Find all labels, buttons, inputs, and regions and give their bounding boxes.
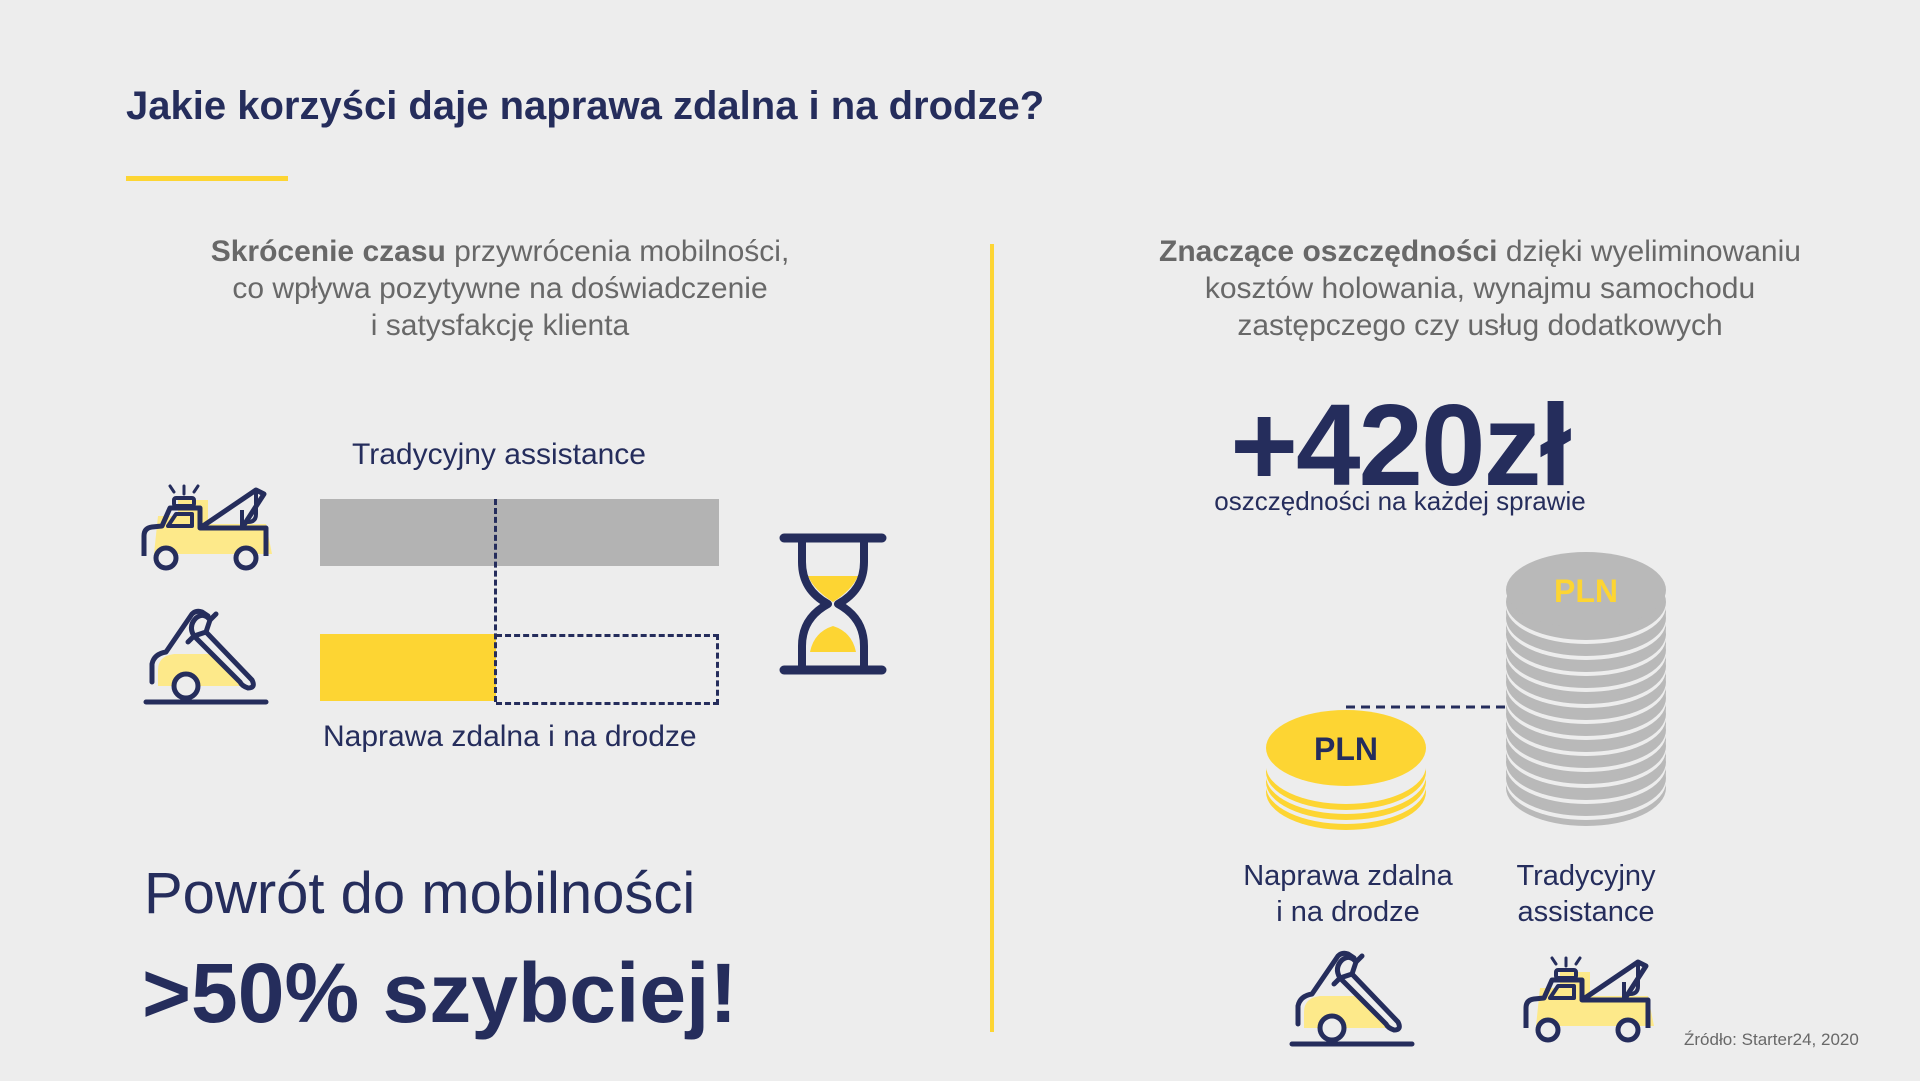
traditional-assistance-label: Tradycyjny assistance [352, 438, 646, 471]
savings-benefit-description: Znaczące oszczędności dzięki wyeliminowa… [1100, 233, 1860, 344]
title-underline [126, 176, 288, 181]
remote-repair-coin-label: Naprawa zdalna i na drodze [1218, 858, 1478, 930]
coin-connector-line [1346, 705, 1506, 709]
traditional-coin-label-line-1: Tradycyjny [1516, 860, 1656, 892]
savings-benefit-bold: Znaczące oszczędności [1159, 235, 1498, 268]
remote-coin-label-line-2: i na drodze [1276, 896, 1420, 928]
source-note: Źródło: Starter24, 2020 [1684, 1030, 1859, 1049]
car-repair-wrench-icon [1289, 950, 1415, 1047]
car-repair-wrench-icon [143, 608, 269, 705]
remote-coin-currency: PLN [1314, 731, 1378, 767]
time-benefit-bold: Skrócenie czasu [210, 235, 446, 268]
savings-benefit-line-3: zastępczego czy usług dodatkowych [1237, 309, 1723, 342]
mobility-headline: Powrót do mobilności [144, 861, 696, 926]
remote-coin-label-line-1: Naprawa zdalna [1243, 860, 1453, 892]
faster-percentage-headline: >50% szybciej! [142, 946, 738, 1040]
time-benefit-line-1: przywrócenia mobilności, [445, 235, 790, 268]
remote-repair-label: Naprawa zdalna i na drodze [323, 720, 697, 753]
traditional-coin-currency: PLN [1554, 573, 1618, 609]
time-saved-outline [496, 634, 719, 705]
tow-truck-icon [1523, 956, 1654, 1043]
traditional-coin-label: Tradycyjny assistance [1456, 858, 1716, 930]
time-benefit-line-3: i satysfakcję klienta [370, 309, 630, 342]
savings-caption: oszczędności na każdej sprawie [1214, 486, 1586, 516]
coin-stack-icon: PLN [1506, 552, 1666, 826]
hourglass-icon [779, 533, 887, 675]
time-benefit-description: Skrócenie czasu przywrócenia mobilności,… [120, 233, 880, 344]
remote-repair-time-bar [320, 634, 496, 701]
savings-benefit-line-2: kosztów holowania, wynajmu samochodu [1204, 272, 1756, 305]
savings-amount: +420zł [1230, 380, 1572, 510]
page-title: Jakie korzyści daje naprawa zdalna i na … [126, 84, 1045, 128]
traditional-coin-label-line-2: assistance [1517, 896, 1655, 928]
savings-benefit-line-1: dzięki wyeliminowaniu [1497, 235, 1801, 268]
section-divider [990, 244, 994, 1032]
tow-truck-icon [141, 484, 272, 571]
comparison-marker-line [494, 499, 497, 702]
coin-stack-icon: PLN [1266, 710, 1426, 830]
time-benefit-line-2: co wpływa pozytywne na doświadczenie [232, 272, 768, 305]
traditional-time-bar [320, 499, 719, 566]
